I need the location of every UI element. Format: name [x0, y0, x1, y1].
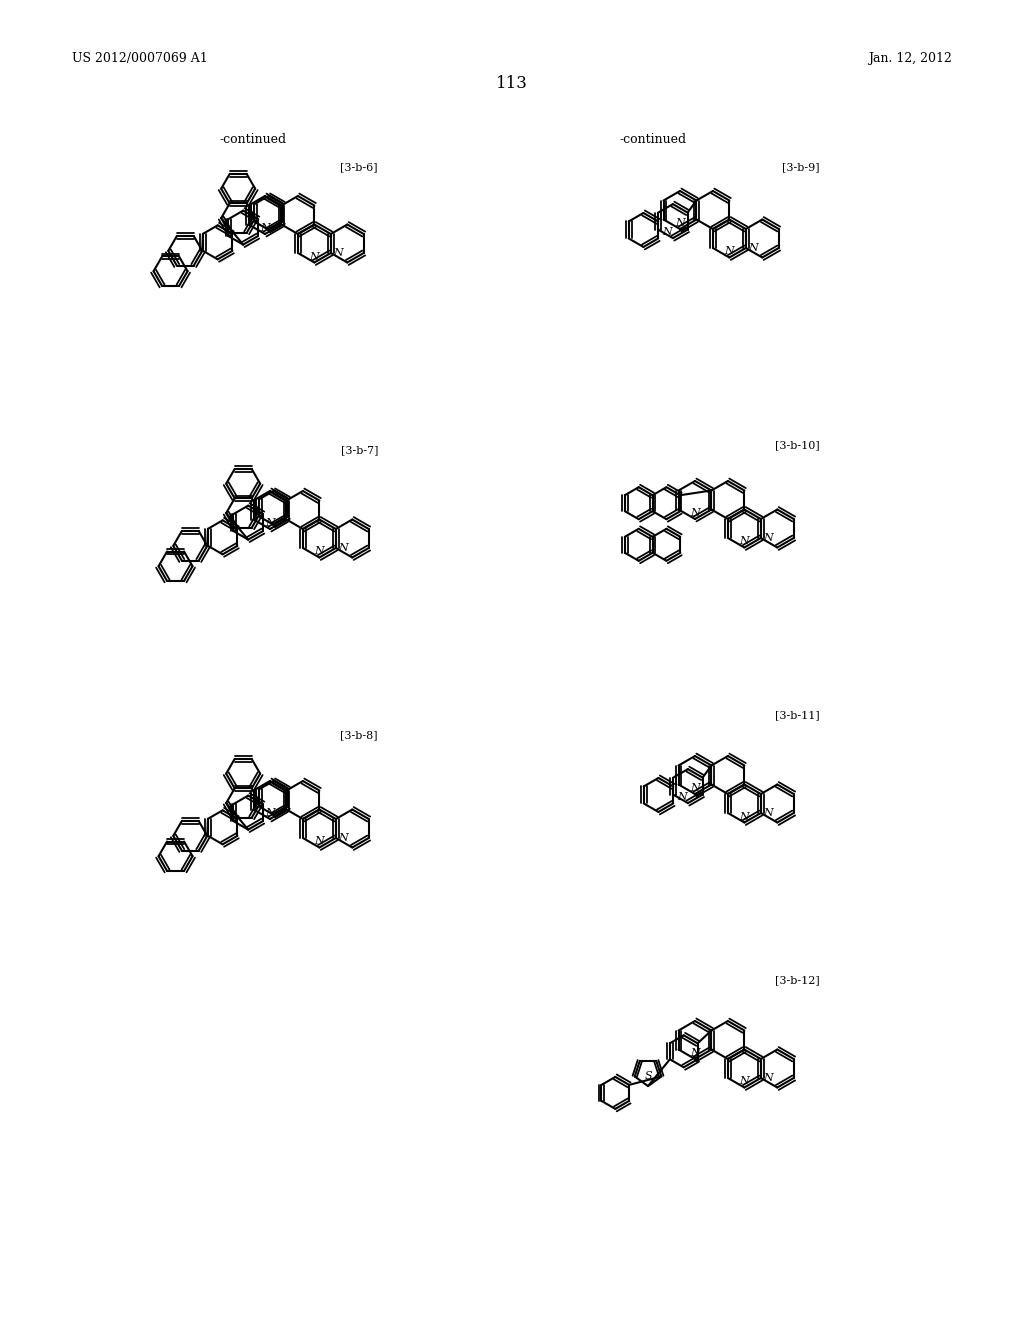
Text: N: N — [739, 1077, 750, 1086]
Text: Jan. 12, 2012: Jan. 12, 2012 — [868, 51, 952, 65]
Text: N: N — [333, 248, 343, 257]
Text: N: N — [677, 792, 687, 803]
Text: N: N — [338, 543, 347, 553]
Text: [3-b-6]: [3-b-6] — [340, 162, 378, 172]
Text: N: N — [338, 833, 347, 843]
Text: N: N — [314, 546, 325, 557]
Text: N: N — [690, 508, 699, 517]
Text: [3-b-9]: [3-b-9] — [782, 162, 820, 172]
Text: N: N — [260, 223, 270, 234]
Text: [3-b-11]: [3-b-11] — [775, 710, 820, 719]
Text: N: N — [725, 247, 734, 256]
Text: 113: 113 — [496, 75, 528, 92]
Text: [3-b-7]: [3-b-7] — [341, 445, 378, 455]
Text: N: N — [763, 808, 772, 818]
Text: N: N — [690, 783, 699, 793]
Text: N: N — [690, 1048, 699, 1059]
Text: S: S — [644, 1072, 652, 1081]
Text: N: N — [265, 517, 274, 528]
Text: N: N — [763, 533, 772, 543]
Text: -continued: -continued — [620, 133, 687, 147]
Text: -continued: -continued — [220, 133, 287, 147]
Text: N: N — [314, 837, 325, 846]
Text: N: N — [739, 536, 750, 546]
Text: N: N — [675, 218, 685, 228]
Text: N: N — [763, 1073, 772, 1082]
Text: [3-b-12]: [3-b-12] — [775, 975, 820, 985]
Text: [3-b-10]: [3-b-10] — [775, 440, 820, 450]
Text: N: N — [663, 227, 672, 238]
Text: N: N — [265, 808, 274, 818]
Text: US 2012/0007069 A1: US 2012/0007069 A1 — [72, 51, 208, 65]
Text: N: N — [309, 252, 319, 261]
Text: N: N — [739, 812, 750, 821]
Text: N: N — [748, 243, 758, 253]
Text: [3-b-8]: [3-b-8] — [340, 730, 378, 741]
